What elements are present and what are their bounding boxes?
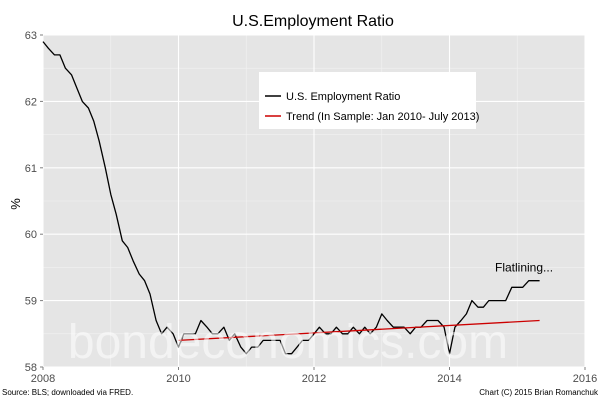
x-tick-label: 2008 [31, 373, 55, 385]
y-tick-label: 60 [25, 229, 37, 241]
series-line-trend [178, 319, 540, 342]
axis-ticks: 2008 2010 2012 2014 2016 58 59 60 61 62 63 [25, 30, 597, 385]
chart-title: U.S.Employment Ratio [232, 13, 394, 30]
series-layer [42, 41, 540, 355]
legend-label-actual: U.S. Employment Ratio [286, 91, 400, 103]
watermark: bondeconomics.com [68, 316, 508, 369]
x-tick-label: 2010 [166, 373, 190, 385]
x-tick-label: 2016 [573, 373, 597, 385]
x-tick-label: 2014 [437, 373, 461, 385]
y-tick-label: 58 [25, 362, 37, 374]
y-tick-label: 62 [25, 96, 37, 108]
copyright-note: Chart (C) 2015 Brian Romanchuk [479, 388, 599, 397]
x-tick-label: 2012 [302, 373, 326, 385]
source-note: Source: BLS; downloaded via FRED. [2, 388, 133, 397]
legend-label-trend: Trend (In Sample: Jan 2010- July 2013) [286, 111, 479, 123]
y-tick-label: 63 [25, 30, 37, 42]
annotation-flatlining: Flatlining... [495, 260, 553, 274]
y-tick-label: 59 [25, 296, 37, 308]
y-tick-label: 61 [25, 163, 37, 175]
y-axis-label: % [8, 198, 23, 210]
legend-box [259, 72, 476, 129]
legend: U.S. Employment Ratio Trend (In Sample: … [259, 72, 479, 129]
